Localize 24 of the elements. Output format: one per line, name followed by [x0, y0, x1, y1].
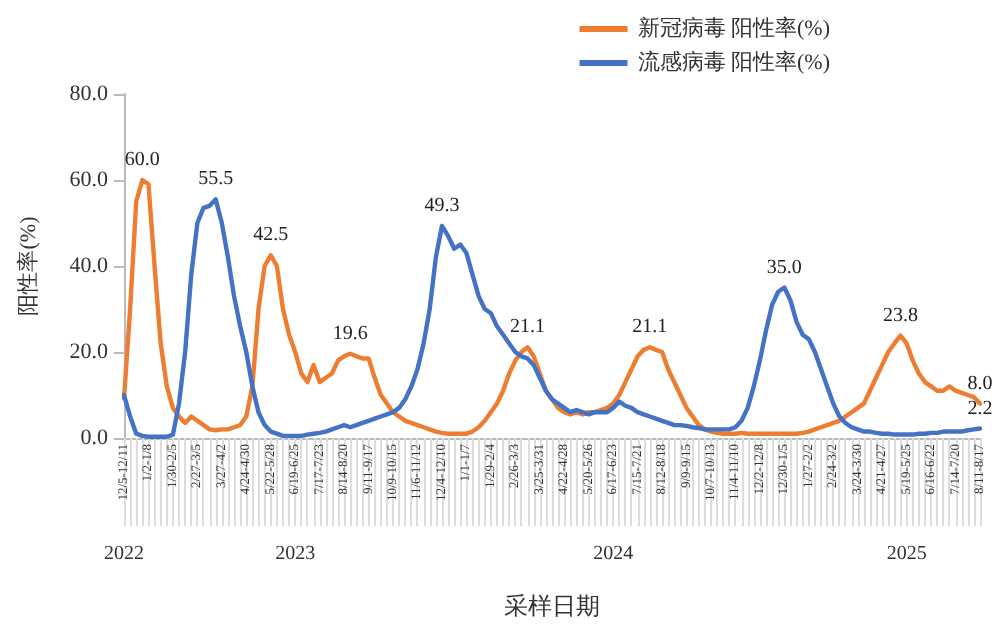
y-tick-label: 80.0 [69, 82, 109, 106]
data-label: 42.5 [253, 224, 289, 247]
legend-label: 流感病毒 阳性率(%) [637, 49, 831, 75]
y-axis-title: 阳性率(%) [15, 215, 41, 316]
data-label: 49.3 [424, 195, 460, 218]
data-label: 21.1 [632, 316, 668, 339]
data-label: 60.0 [124, 149, 160, 171]
data-label: 23.8 [883, 304, 919, 327]
y-tick-label: 20.0 [69, 340, 109, 364]
data-label: 35.0 [766, 256, 802, 279]
y-tick-label: 0.0 [80, 426, 109, 450]
data-label: 21.1 [510, 316, 546, 339]
data-label: 55.5 [198, 168, 234, 191]
data-label: 2.2 [967, 397, 993, 420]
x-axis-title: 采样日期 [504, 592, 600, 620]
annotation: 2022 [104, 543, 144, 565]
data-label: 8.0 [967, 372, 993, 395]
data-label: 19.6 [332, 322, 368, 345]
y-tick-label: 40.0 [69, 254, 109, 278]
y-tick-label: 60.0 [69, 168, 109, 192]
annotation: 2025 [886, 543, 927, 565]
annotation: 2024 [593, 543, 634, 565]
legend-label: 新冠病毒 阳性率(%) [637, 15, 831, 41]
annotation: 2023 [275, 543, 316, 565]
